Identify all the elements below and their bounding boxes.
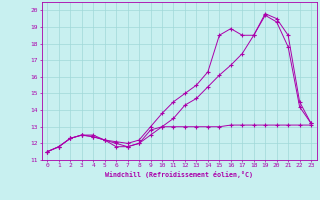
X-axis label: Windchill (Refroidissement éolien,°C): Windchill (Refroidissement éolien,°C) (105, 171, 253, 178)
